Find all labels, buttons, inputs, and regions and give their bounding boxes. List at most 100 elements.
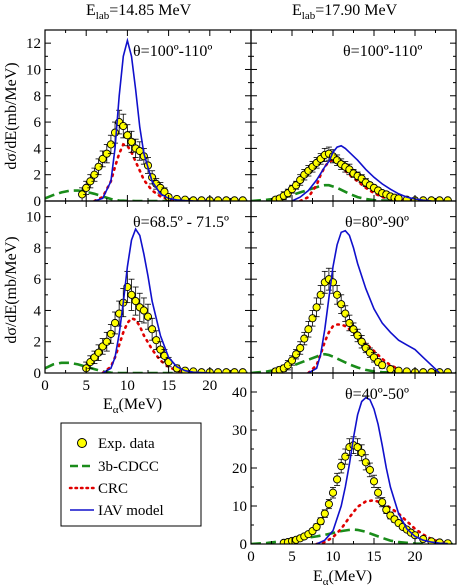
data-point (337, 300, 346, 309)
x-axis-label-right: Eα(MeV) (313, 568, 372, 587)
data-point (131, 297, 140, 306)
series-line-cdcc (251, 528, 456, 544)
y-tick-label: 2 (34, 168, 42, 184)
plot-area (251, 229, 456, 373)
y-tick-label: 20 (232, 461, 247, 477)
data-point (148, 325, 157, 334)
x-tick-label: 5 (288, 549, 296, 565)
data-point (143, 312, 153, 321)
y-axis-label-top: dσ/dE(mb/MeV) (3, 62, 20, 169)
data-point (312, 303, 321, 312)
data-point (127, 137, 136, 146)
panel-angle-label: θ=100º-110º (133, 43, 212, 60)
legend: Exp. data 3b-CDCC CRC IAV model (60, 422, 202, 527)
data-point (230, 368, 239, 373)
data-point (320, 509, 329, 518)
x-tick-label: 5 (82, 378, 90, 394)
series-line-crc (307, 323, 417, 373)
panel-angle-label: θ=80º-90º (345, 214, 409, 231)
x-tick-label: 10 (120, 378, 135, 394)
data-point (337, 462, 346, 471)
data-point (98, 154, 107, 163)
series-exp-data (82, 270, 247, 373)
x-tick-label: 15 (161, 378, 176, 394)
series-line-iav (102, 227, 210, 373)
panel-middle-right: θ=80º-90º (250, 200, 457, 374)
data-point (341, 309, 350, 318)
y-tick-label: 0 (34, 194, 42, 210)
panel-top-right: θ=100º-110º (250, 29, 457, 202)
x-axis-label-left: Eα(MeV) (103, 396, 162, 416)
data-point (119, 121, 128, 131)
data-point (106, 140, 115, 149)
y-tick-label: 10 (26, 210, 41, 226)
y-tick-label: 6 (34, 272, 42, 288)
data-point (341, 452, 350, 461)
data-point (238, 196, 247, 201)
series-line-iav (316, 396, 448, 544)
series-line-iav (308, 229, 441, 373)
legend-label-crc: CRC (98, 481, 128, 497)
data-point (378, 498, 387, 507)
series-exp-data (271, 146, 452, 201)
data-point (213, 368, 223, 373)
data-point (312, 522, 321, 531)
data-point (110, 128, 120, 137)
header-right: Elab=17.90 MeV (292, 2, 398, 22)
series-exp-data (78, 109, 247, 201)
data-point (213, 196, 223, 201)
x-tick-label: 20 (408, 549, 423, 565)
x-tick-label: 0 (41, 378, 49, 394)
series-line-cdcc (251, 352, 456, 373)
data-point (378, 361, 387, 370)
plot-area (251, 396, 456, 544)
data-point (357, 448, 366, 457)
data-point (316, 290, 325, 299)
series-line-iav (94, 37, 210, 201)
y-tick-label: 30 (232, 423, 247, 439)
data-point (419, 368, 428, 373)
data-point (427, 368, 436, 373)
panel-angle-label: θ=40º-50º (345, 386, 409, 403)
series-exp-data (279, 436, 452, 544)
data-point (324, 500, 333, 509)
y-tick-label: 0 (34, 366, 42, 382)
x-tick-label: 0 (247, 549, 255, 565)
x-tick-label: 20 (202, 378, 217, 394)
y-tick-label: 8 (34, 241, 42, 257)
data-point (238, 368, 247, 373)
data-point (328, 488, 338, 497)
data-point (300, 334, 309, 343)
data-point (296, 343, 305, 353)
data-point (304, 325, 313, 334)
y-tick-label: 4 (34, 303, 42, 319)
panel-top-left: 0 2 4 6 8 10 12 θ=100º-110º (26, 29, 252, 210)
data-point (361, 458, 370, 467)
data-point (382, 505, 391, 514)
plot-area (45, 37, 251, 201)
data-point (386, 365, 395, 373)
x-tick-label: 15 (367, 549, 382, 565)
legend-marker-exp (77, 438, 87, 448)
y-tick-label: 12 (26, 36, 41, 52)
data-point (402, 367, 411, 373)
data-point (102, 337, 111, 346)
data-point (222, 196, 231, 201)
data-point (365, 465, 374, 474)
plot-area (251, 144, 456, 201)
data-point (333, 475, 342, 484)
data-point (222, 368, 231, 373)
legend-label-cdcc: 3b-CDCC (98, 459, 159, 475)
legend-box (60, 422, 202, 527)
y-axis-label-middle: dσ/dE(mb/MeV) (3, 236, 20, 343)
data-point (110, 318, 120, 328)
y-tick-label: 2 (34, 335, 42, 351)
panel-angle-label: θ=100º-110º (343, 43, 422, 60)
y-tick-label: 10 (26, 62, 41, 78)
y-tick-label: 8 (34, 89, 42, 105)
y-tick-label: 4 (34, 141, 42, 157)
data-point (374, 488, 383, 497)
y-tick-label: 10 (232, 499, 247, 515)
